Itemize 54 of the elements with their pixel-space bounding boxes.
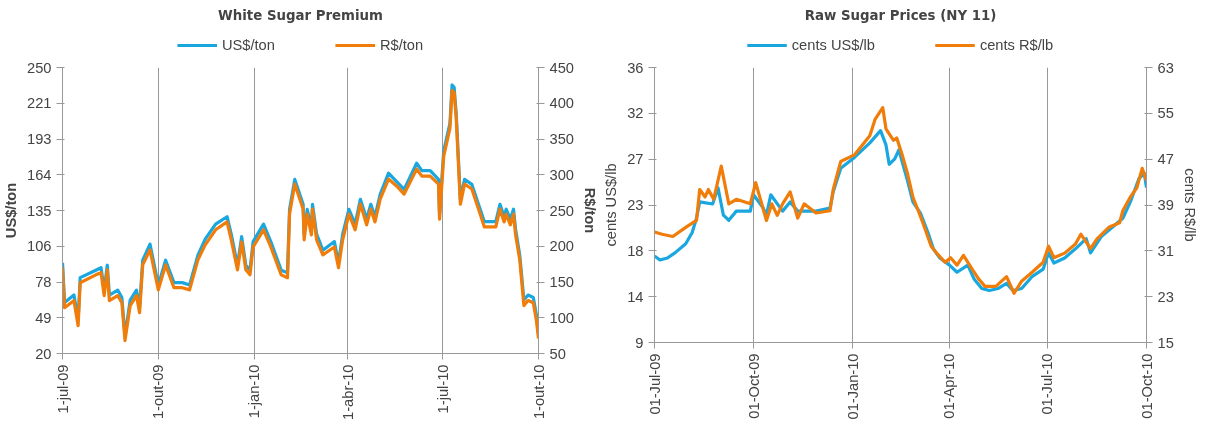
y2-tick-label: 50	[549, 345, 566, 362]
x-tick-label: 01-Apr-10	[941, 353, 958, 419]
y2-tick-label: 55	[1157, 105, 1174, 122]
y-axis-title: cents US$/lb	[603, 163, 620, 247]
x-tick-label: 01-Jan-10	[844, 353, 861, 420]
y-tick-label: 27	[627, 151, 644, 168]
x-tick-label: 01-Oct-09	[745, 353, 762, 419]
y-axis-title: US$/ton	[3, 182, 20, 239]
y2-axis-title: cents R$/lb	[1181, 168, 1198, 242]
chart-title: White Sugar Premium	[218, 7, 383, 23]
y2-tick-label: 450	[549, 59, 574, 76]
y-tick-label: 193	[27, 131, 52, 147]
x-tick-label: 01-Jul-09	[646, 353, 663, 415]
y-tick-label: 14	[627, 288, 644, 305]
y2-tick-label: 200	[549, 238, 574, 255]
y-tick-label: 49	[35, 309, 52, 326]
y2-tick-label: 250	[549, 202, 574, 219]
legend-label: cents US$/lb	[791, 36, 875, 53]
y2-tick-label: 15	[1157, 334, 1174, 351]
x-tick-label: 1-out-10	[530, 364, 547, 420]
legend-label: R$/ton	[379, 36, 424, 53]
y2-axis-title: R$/ton	[581, 187, 598, 234]
y2-tick-label: 63	[1157, 59, 1174, 76]
y-tick-label: 78	[35, 274, 52, 290]
x-tick-label: 1-jan-10	[246, 364, 263, 419]
x-tick-label: 1-abr-10	[339, 364, 356, 420]
y2-tick-label: 47	[1157, 151, 1174, 168]
y2-tick-label: 100	[549, 309, 574, 326]
y2-tick-label: 23	[1157, 288, 1174, 305]
x-tick-label: 1-jul-10	[434, 364, 451, 414]
x-tick-label: 1-out-09	[150, 364, 167, 420]
y-tick-label: 36	[627, 59, 644, 76]
y-tick-label: 32	[627, 105, 644, 122]
y-tick-label: 135	[27, 202, 52, 219]
legend-label: US$/ton	[221, 36, 275, 53]
y2-tick-label: 39	[1157, 197, 1174, 213]
y-tick-label: 18	[627, 242, 644, 259]
y-tick-label: 164	[27, 166, 52, 183]
y-tick-label: 221	[27, 95, 52, 112]
y-tick-label: 20	[35, 345, 52, 362]
y-tick-label: 250	[27, 59, 52, 76]
y2-tick-label: 300	[549, 166, 574, 183]
y-tick-label: 23	[627, 197, 644, 213]
y2-tick-label: 31	[1157, 242, 1174, 259]
x-tick-label: 1-jul-09	[54, 364, 71, 414]
y-tick-label: 9	[635, 334, 644, 351]
y2-tick-label: 150	[549, 274, 574, 290]
x-tick-label: 01-Jul-10	[1039, 353, 1056, 415]
y2-tick-label: 350	[549, 131, 574, 147]
legend-label: cents R$/lb	[979, 36, 1054, 53]
y-tick-label: 106	[27, 238, 52, 255]
x-tick-label: 01-Oct-10	[1138, 353, 1155, 419]
y2-tick-label: 400	[549, 95, 574, 112]
chart-title: Raw Sugar Prices (NY 11)	[804, 7, 997, 23]
